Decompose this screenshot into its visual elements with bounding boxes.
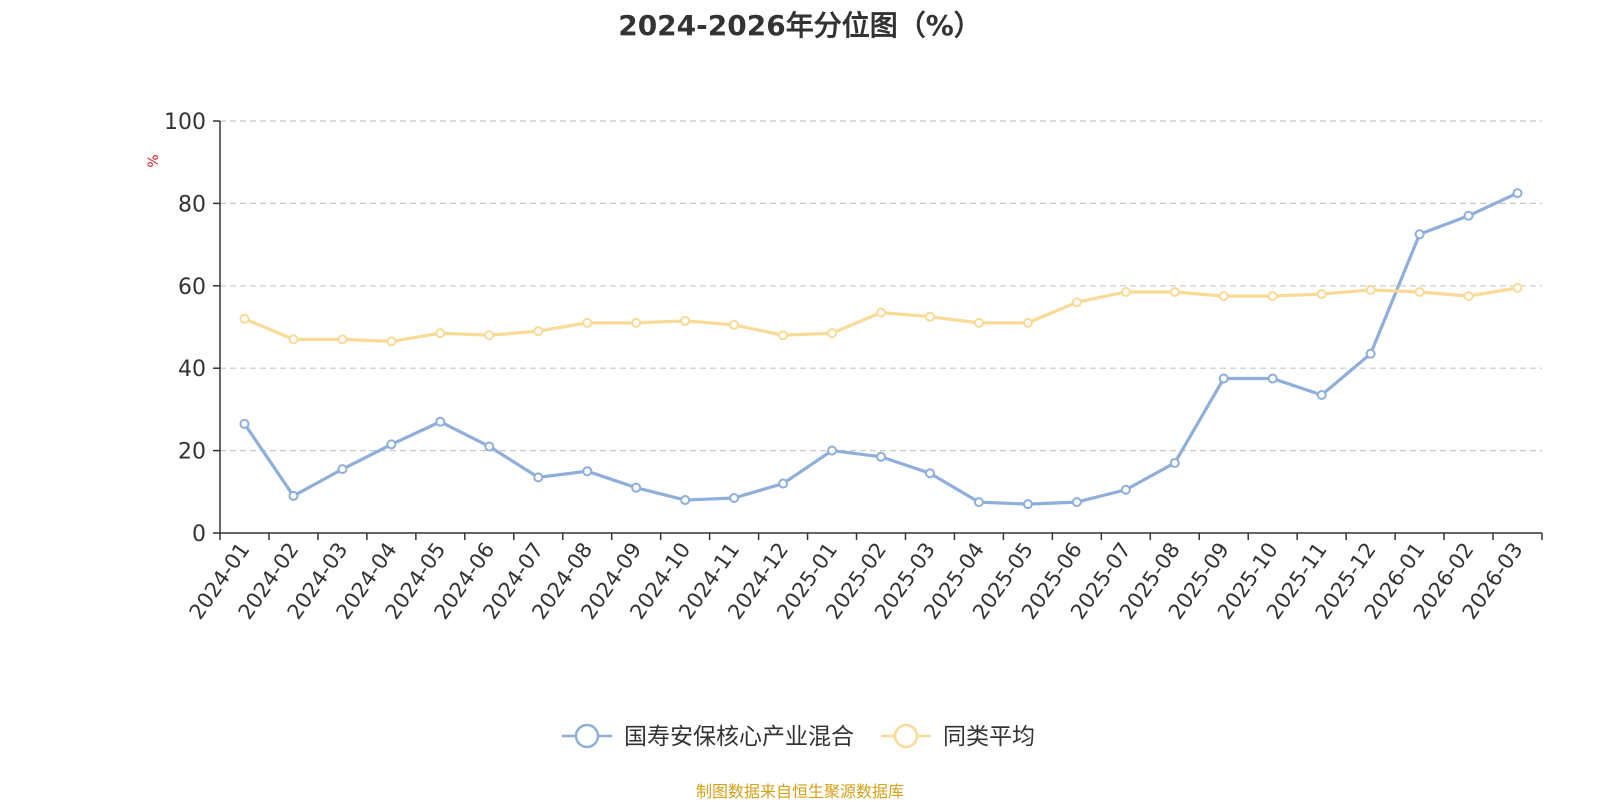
y-tick-label: 0 [192,522,206,547]
data-point[interactable] [729,492,740,503]
data-point[interactable] [582,317,593,328]
legend-label: 同类平均 [943,724,1035,750]
data-point[interactable] [876,307,886,318]
data-point[interactable] [1169,286,1180,297]
data-point[interactable] [533,326,544,337]
data-point[interactable] [680,495,691,506]
data-point[interactable] [386,439,397,450]
data-point[interactable] [337,334,348,345]
series-2 [239,282,1523,347]
data-point[interactable] [1267,373,1278,384]
data-point[interactable] [827,328,838,339]
data-point[interactable] [386,336,397,347]
data-point[interactable] [973,497,984,508]
data-point[interactable] [1414,229,1425,240]
data-point[interactable] [1120,484,1131,495]
data-point[interactable] [729,319,740,330]
axes: 0204060801002024-012024-022024-032024-04… [164,110,1543,624]
source-note: 制图数据来自恒生聚源数据库 [695,782,904,801]
data-point[interactable] [239,418,250,429]
data-point[interactable] [1218,373,1229,384]
data-point[interactable] [973,317,984,328]
data-point[interactable] [533,472,544,483]
data-point[interactable] [924,311,935,322]
data-point[interactable] [631,317,642,328]
data-point[interactable] [1512,282,1523,293]
data-point[interactable] [1316,289,1327,300]
data-point[interactable] [337,464,348,475]
data-point[interactable] [1463,210,1474,221]
legend-marker-icon [893,723,919,749]
data-point[interactable] [778,478,789,489]
data-point[interactable] [827,445,838,456]
data-point[interactable] [288,334,299,345]
y-tick-label: 80 [178,192,206,217]
y-tick-label: 20 [178,440,206,465]
chart-title: 2024-2026年分位图（%） [618,9,982,42]
legend-label: 国寿安保核心产业混合 [624,724,854,750]
data-point[interactable] [924,468,935,479]
grid-lines [220,120,1542,452]
data-point[interactable] [876,451,886,462]
data-point[interactable] [288,490,299,501]
legend-item-2[interactable]: 同类平均 [881,723,1035,750]
data-point[interactable] [631,482,642,493]
data-point[interactable] [1169,457,1180,468]
data-point[interactable] [435,416,446,427]
data-point[interactable] [1071,497,1082,508]
y-tick-label: 40 [178,357,206,382]
data-point[interactable] [1071,297,1082,308]
data-point[interactable] [239,313,250,324]
data-point[interactable] [1365,348,1376,359]
data-point[interactable] [1218,291,1229,302]
data-point[interactable] [1512,188,1523,199]
data-point[interactable] [778,330,789,341]
data-point[interactable] [435,328,446,339]
data-point[interactable] [484,330,495,341]
legend-item-1[interactable]: 国寿安保核心产业混合 [562,723,854,750]
y-tick-label: 100 [164,110,206,135]
data-point[interactable] [1463,291,1474,302]
data-point[interactable] [484,441,495,452]
data-point[interactable] [582,466,593,477]
data-point[interactable] [1120,286,1131,297]
y-tick-label: 60 [178,275,206,300]
legend-marker-icon [574,723,600,749]
series-1 [239,188,1523,510]
data-point[interactable] [1022,499,1033,510]
data-point[interactable] [1414,286,1425,297]
data-point[interactable] [1365,284,1376,295]
data-point[interactable] [1316,389,1327,400]
data-point[interactable] [680,315,691,326]
data-point[interactable] [1022,317,1033,328]
data-point[interactable] [1267,291,1278,302]
y-axis-label: % [146,154,162,167]
series-lines [239,188,1523,510]
legend[interactable]: 国寿安保核心产业混合 同类平均 [562,723,1035,750]
